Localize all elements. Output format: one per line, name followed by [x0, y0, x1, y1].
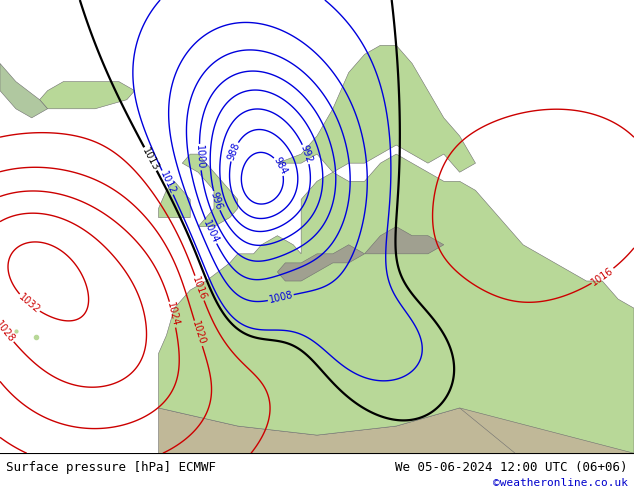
Text: 996: 996: [209, 191, 224, 211]
Text: 1032: 1032: [16, 292, 42, 315]
Polygon shape: [278, 46, 476, 172]
Polygon shape: [183, 154, 238, 226]
Text: 1000: 1000: [194, 145, 205, 170]
Text: 992: 992: [299, 144, 314, 165]
Text: 1012: 1012: [158, 170, 178, 196]
Text: Surface pressure [hPa] ECMWF: Surface pressure [hPa] ECMWF: [6, 461, 216, 474]
Text: 1024: 1024: [165, 301, 181, 328]
Polygon shape: [365, 226, 444, 254]
Text: 1016: 1016: [590, 265, 616, 287]
Polygon shape: [158, 181, 190, 218]
Polygon shape: [39, 81, 134, 109]
Text: 1016: 1016: [191, 275, 209, 301]
Polygon shape: [460, 336, 634, 453]
Text: 1013: 1013: [140, 146, 160, 172]
Text: 984: 984: [271, 156, 288, 177]
Text: 1004: 1004: [201, 219, 221, 245]
Text: 988: 988: [226, 141, 242, 162]
Text: ©weatheronline.co.uk: ©weatheronline.co.uk: [493, 478, 628, 488]
Polygon shape: [158, 154, 634, 453]
Text: 1028: 1028: [0, 319, 17, 344]
Polygon shape: [278, 245, 365, 281]
Text: We 05-06-2024 12:00 UTC (06+06): We 05-06-2024 12:00 UTC (06+06): [395, 461, 628, 474]
Polygon shape: [0, 63, 48, 118]
Text: 1020: 1020: [190, 320, 207, 346]
Text: 1008: 1008: [268, 290, 294, 305]
Polygon shape: [158, 381, 634, 453]
